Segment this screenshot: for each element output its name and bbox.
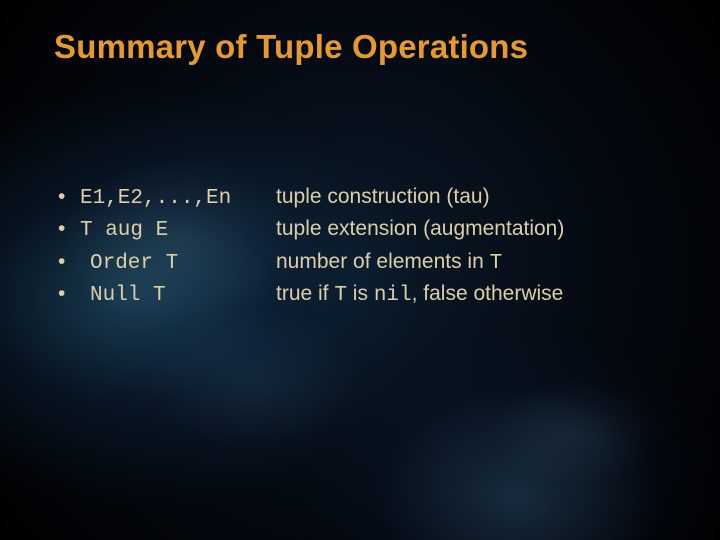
inline-code-text: nil bbox=[374, 284, 412, 307]
operation-code: Null T bbox=[80, 281, 276, 311]
operation-description: true if T is nil, false otherwise bbox=[276, 279, 666, 311]
bullet-marker: • bbox=[58, 182, 80, 212]
bullet-marker: • bbox=[58, 214, 80, 244]
inline-code-text: T bbox=[334, 284, 347, 307]
operation-description: number of elements in T bbox=[276, 247, 666, 279]
slide: Summary of Tuple Operations •E1,E2,...,E… bbox=[0, 0, 720, 540]
description-text: , false otherwise bbox=[412, 282, 564, 305]
list-item: •Order Tnumber of elements in T bbox=[58, 247, 666, 279]
operation-code: T aug E bbox=[80, 216, 276, 246]
description-text: number of elements in bbox=[276, 250, 490, 273]
description-text: tuple extension (augmentation) bbox=[276, 217, 564, 240]
operation-description: tuple construction (tau) bbox=[276, 182, 666, 212]
bullet-marker: • bbox=[58, 279, 80, 309]
operation-code: Order T bbox=[80, 249, 276, 279]
operation-description: tuple extension (augmentation) bbox=[276, 214, 666, 244]
description-text: tuple construction (tau) bbox=[276, 185, 490, 208]
inline-code-text: T bbox=[490, 252, 503, 275]
description-text: true if bbox=[276, 282, 334, 305]
bullet-list: •E1,E2,...,Entuple construction (tau)•T … bbox=[54, 182, 666, 312]
page-title: Summary of Tuple Operations bbox=[54, 28, 666, 66]
list-item: •Null Ttrue if T is nil, false otherwise bbox=[58, 279, 666, 311]
list-item: •T aug Etuple extension (augmentation) bbox=[58, 214, 666, 246]
operation-code: E1,E2,...,En bbox=[80, 184, 276, 214]
list-item: •E1,E2,...,Entuple construction (tau) bbox=[58, 182, 666, 214]
bullet-marker: • bbox=[58, 247, 80, 277]
description-text: is bbox=[347, 282, 374, 305]
